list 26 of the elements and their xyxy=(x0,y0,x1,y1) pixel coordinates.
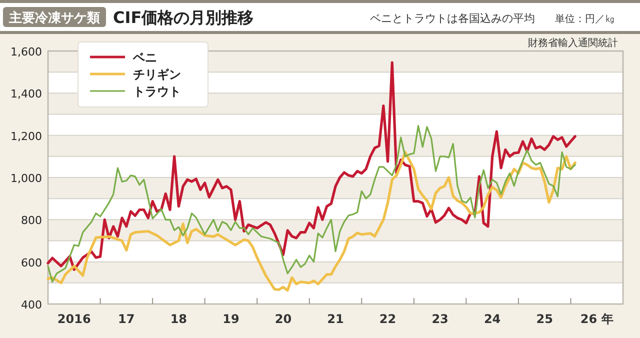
y-tick-label: 1,000 xyxy=(10,172,42,185)
y-tick-label: 600 xyxy=(21,256,42,270)
subtitle: 主要冷凍サケ類 xyxy=(9,11,100,26)
annotation: 財務省輸入通関統計 xyxy=(528,38,618,49)
x-tick-label: 17 xyxy=(118,312,135,326)
x-tick-label: 26 年 xyxy=(580,312,614,326)
y-tick-label: 400 xyxy=(21,298,42,312)
x-tick-label: 2016 xyxy=(57,312,91,326)
x-tick-label: 18 xyxy=(170,312,188,326)
x-tick-label: 21 xyxy=(327,312,344,326)
legend-label: ベニ xyxy=(132,50,157,64)
x-tick-label: 22 xyxy=(379,312,396,326)
legend-label: トラウト xyxy=(133,84,181,98)
y-tick-label: 1,600 xyxy=(10,46,42,58)
x-tick-label: 25 xyxy=(536,312,553,326)
x-tick-label: 20 xyxy=(274,312,292,326)
x-tick-label: 23 xyxy=(432,312,448,326)
x-tick-label: 19 xyxy=(222,312,240,326)
y-tick-label: 800 xyxy=(21,214,42,228)
annotation: ベニとトラウトは各国込みの平均 xyxy=(370,12,535,25)
y-tick-label: 1,200 xyxy=(10,130,42,143)
y-tick-label: 1,400 xyxy=(10,88,42,101)
annotation: 単位：円／㎏ xyxy=(555,14,615,25)
x-tick-label: 24 xyxy=(484,312,501,326)
legend-label: チリギン xyxy=(133,68,181,82)
title: CIF価格の月別推移 xyxy=(113,8,254,27)
